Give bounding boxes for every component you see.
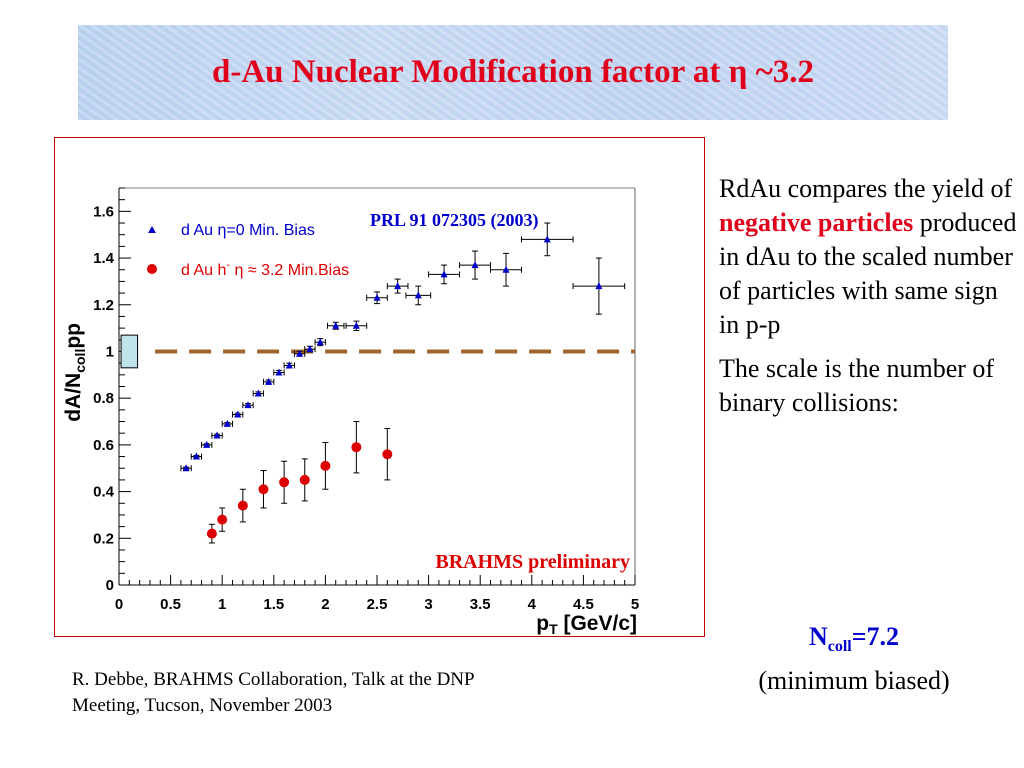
x-tick-label: 1.5 [263,596,284,613]
triangle-marker [192,452,200,460]
y-tick-label: 0.6 [93,437,114,454]
triangle-marker [414,291,422,299]
chart-svg: 0 0.5 1 1.5 2 2.5 3 3.5 4 4.5 5 0 0.2 0.4 0.6 0.8 1 1.2 1.… [62,187,639,636]
x-tick-label: 2.5 [367,596,388,613]
description-p1-pre: RdAu compares the yield of [719,174,1013,203]
y-tick-label: 0 [106,577,114,594]
triangle-marker [595,282,603,290]
circle-marker [217,514,228,525]
triangle-marker [306,345,314,353]
triangle-marker [394,282,402,290]
x-tick-label: 4.5 [573,596,594,613]
x-tick-label: 0 [115,596,123,613]
x-axis-title: pT [GeV/c] [536,612,637,636]
legend-triangle-icon [148,226,156,233]
triangle-marker [502,265,510,273]
y-tick-label: 1 [106,343,114,360]
triangle-marker [223,419,231,427]
y-tick-label: 0.8 [93,390,114,407]
triangle-marker [332,321,340,329]
description-p1-post: produced in dAu to the scaled number of … [719,208,1017,339]
triangle-marker [471,261,479,269]
ncoll-note: (minimum biased) [758,666,950,696]
y-tick-label: 1.2 [93,297,114,314]
y-axis-title: dA/Ncollpp [62,323,88,422]
x-tick-label: 3.5 [470,596,491,613]
x-tick-label: 2 [321,596,329,613]
triangle-marker [265,377,273,385]
footer-citation: R. Debbe, BRAHMS Collaboration, Talk at … [72,667,652,719]
triangle-marker [234,410,242,418]
description-paragraph-2: The scale is the number of binary collis… [719,354,995,417]
footer-line-2: Meeting, Tucson, November 2003 [72,695,333,716]
triangle-marker [352,321,360,329]
triangle-marker [373,293,381,301]
y-tick-label: 0.2 [93,530,114,547]
scale-uncertainty-box [120,334,139,369]
circle-marker [237,500,248,511]
title-banner: d-Au Nuclear Modification factor at η ~3… [78,25,948,120]
circle-marker [299,474,310,485]
plot-frame: 0 0.5 1 1.5 2 2.5 3 3.5 4 4.5 5 0 0.2 0.4 0.6 0.8 1 1.2 1.… [54,137,705,637]
triangle-marker [254,389,262,397]
y-tick-label: 1.4 [93,250,115,267]
ncoll-symbol: Ncoll=7.2 [808,622,900,656]
circle-marker [382,449,393,460]
x-tick-label: 4 [528,596,537,613]
ncoll-block: Ncoll=7.2 (minimum biased) [719,620,989,698]
legend-label-circle: d Au h- η ≈ 3.2 Min.Bias [181,259,349,279]
circle-marker [258,484,269,495]
series-circle [206,421,393,544]
circle-marker [206,528,217,539]
ncoll-value-line: Ncoll=7.2 [719,620,989,664]
x-tick-label: 1 [218,596,226,613]
triangle-marker [275,368,283,376]
triangle-marker [182,464,190,472]
triangle-marker [543,235,551,243]
triangle-marker [244,401,252,409]
triangle-marker [316,338,324,346]
preliminary-annotation: BRAHMS preliminary [435,551,630,573]
slide-title: d-Au Nuclear Modification factor at η ~3… [211,54,815,90]
triangle-marker [213,431,221,439]
footer-line-1: R. Debbe, BRAHMS Collaboration, Talk at … [72,669,475,690]
legend-label-triangle: d Au η=0 Min. Bias [181,222,315,239]
description-block: RdAu compares the yield of negative part… [719,172,1019,430]
x-tick-label: 5 [631,596,639,613]
x-tick-label: 3 [424,596,432,613]
triangle-marker [296,349,304,357]
circle-marker [279,477,290,488]
circle-marker [320,460,331,471]
x-tick-label: 0.5 [160,596,181,613]
triangle-marker [440,270,448,278]
legend-circle-icon [147,264,157,274]
y-tick-label: 0.4 [93,484,115,501]
circle-marker [351,442,362,453]
description-paragraph-1: RdAu compares the yield of negative part… [719,172,1019,342]
triangle-marker [285,361,293,369]
series-triangle [180,222,626,472]
reference-annotation: PRL 91 072305 (2003) [370,210,539,231]
description-highlight: negative particles [719,208,914,237]
triangle-marker [203,440,211,448]
y-tick-label: 1.6 [93,203,114,220]
